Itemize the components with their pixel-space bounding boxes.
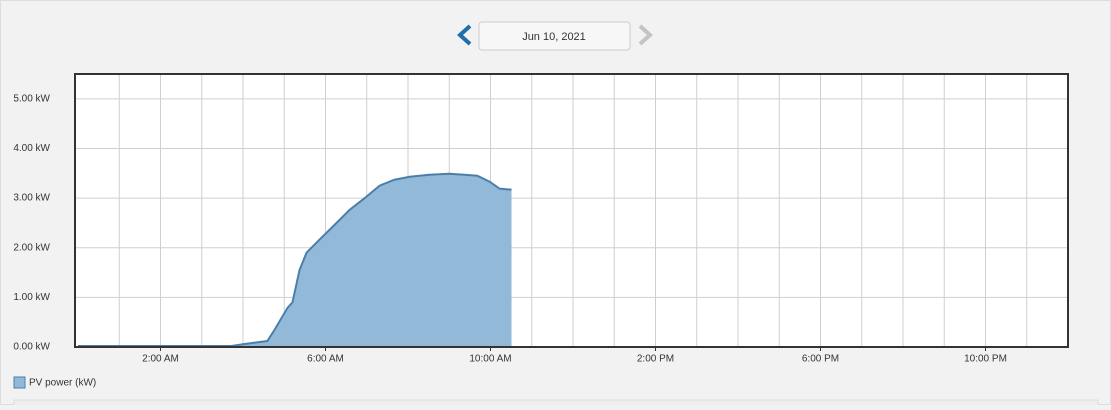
y-tick-label: 5.00 kW [13,93,50,104]
plot: 0.00 kW 1.00 kW 2.00 kW 3.00 kW 4.00 kW 5.00 … [13,74,1068,365]
plot-frame [74,73,1069,348]
x-tick-label: 10:00 PM [964,354,1007,365]
legend-label: PV power (kW) [29,378,96,389]
x-tick-label: 2:00 PM [637,354,674,365]
y-tick-label: 2.00 kW [13,242,50,253]
prev-day-button[interactable] [457,24,472,46]
x-tick-label: 2:00 AM [142,354,179,365]
x-tick-label: 6:00 AM [307,354,344,365]
next-day-button[interactable] [638,24,653,46]
lower-panel [13,399,1099,410]
date-text: Jun 10, 2021 [522,31,586,43]
area [78,173,512,347]
y-tick-label: 3.00 kW [13,193,50,204]
line [78,172,512,348]
legend-swatch [13,376,26,389]
y-tick-label: 0.00 kW [13,342,50,353]
y-tick-label: 1.00 kW [13,292,50,303]
x-tick-label: 6:00 PM [802,354,839,365]
y-tick-label: 4.00 kW [13,143,50,154]
x-tick-label: 10:00 AM [469,354,511,365]
plot-background [75,74,1068,347]
date-field[interactable] [478,21,631,51]
